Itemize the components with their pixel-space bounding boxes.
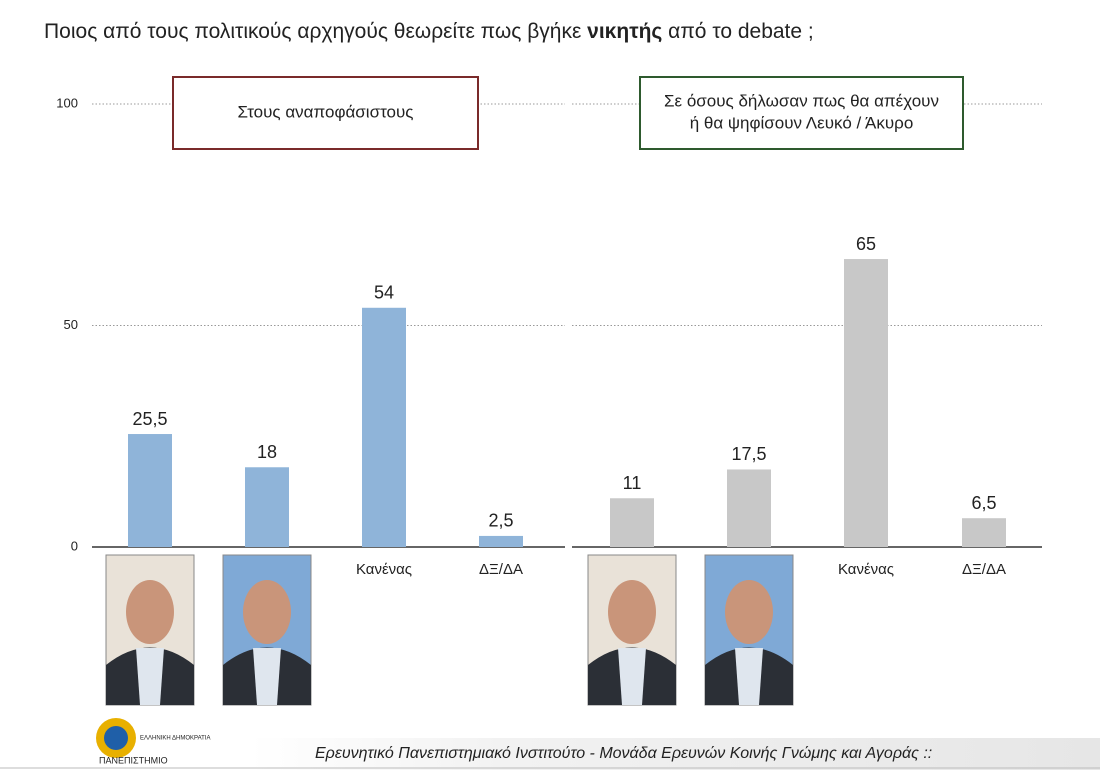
logo-text: ΕΛΛΗΝΙΚΗ ΔΗΜΟΚΡΑΤΙΑ [140, 736, 210, 742]
photo-shirt [735, 648, 763, 705]
y-tick-label: 100 [56, 95, 78, 110]
logo-text: ΠΑΝΕΠΙΣΤΗΜΙΟ [99, 755, 168, 765]
subtitle: Στους αναποφάσιστους [238, 102, 414, 121]
photo-face [608, 580, 656, 644]
subtitle-box [639, 76, 964, 150]
bar [479, 535, 523, 547]
footer: Ερευνητικό Πανεπιστημιακό Ινστιτούτο - Μ… [315, 745, 932, 762]
value-label: 6,5 [971, 493, 996, 513]
bar [610, 498, 654, 547]
value-label: 54 [374, 283, 394, 303]
value-label: 65 [856, 234, 876, 254]
value-label: 25,5 [132, 409, 167, 429]
photo-shirt [253, 648, 281, 705]
photo-face [725, 580, 773, 644]
x-tick-label: ΔΞ/ΔΑ [479, 561, 523, 578]
bar [962, 518, 1006, 547]
value-label: 17,5 [731, 444, 766, 464]
subtitle: ή θα ψηφίσουν Λευκό / Άκυρο [690, 113, 914, 132]
title-part: από το debate ; [662, 20, 813, 43]
y-tick-label: 0 [71, 538, 78, 553]
title-bold: νικητής [587, 20, 662, 43]
footer-band [250, 738, 1100, 770]
photo-shirt [136, 648, 164, 705]
x-tick-label: Κανένας [838, 561, 894, 578]
logo-core [104, 726, 128, 750]
title-part: Ποιος από τους πολιτικούς αρχηγούς θεωρε… [44, 20, 587, 43]
value-label: 11 [623, 473, 642, 493]
x-tick-label: ΔΞ/ΔΑ [962, 561, 1006, 578]
subtitle-box [172, 76, 479, 150]
logo: ΕΛΛΗΝΙΚΗ ΔΗΜΟΚΡΑΤΙΑ ΠΑΝΕΠΙΣΤΗΜΙΟ [96, 718, 210, 765]
photo-shirt [618, 648, 646, 705]
photo-face [126, 580, 174, 644]
value-label: 18 [257, 442, 277, 462]
bar [245, 467, 289, 547]
bar [128, 434, 172, 547]
subtitle: Σε όσους δήλωσαν πως θα απέχουν [664, 91, 939, 110]
x-tick-label: Κανένας [356, 561, 412, 578]
value-label: 2,5 [488, 511, 513, 531]
bar [844, 259, 888, 547]
y-tick-label: 50 [64, 317, 78, 332]
bar [727, 469, 771, 547]
chart-title: Ποιος από τους πολιτικούς αρχηγούς θεωρε… [44, 20, 814, 43]
bar [362, 307, 406, 547]
photo-face [243, 580, 291, 644]
